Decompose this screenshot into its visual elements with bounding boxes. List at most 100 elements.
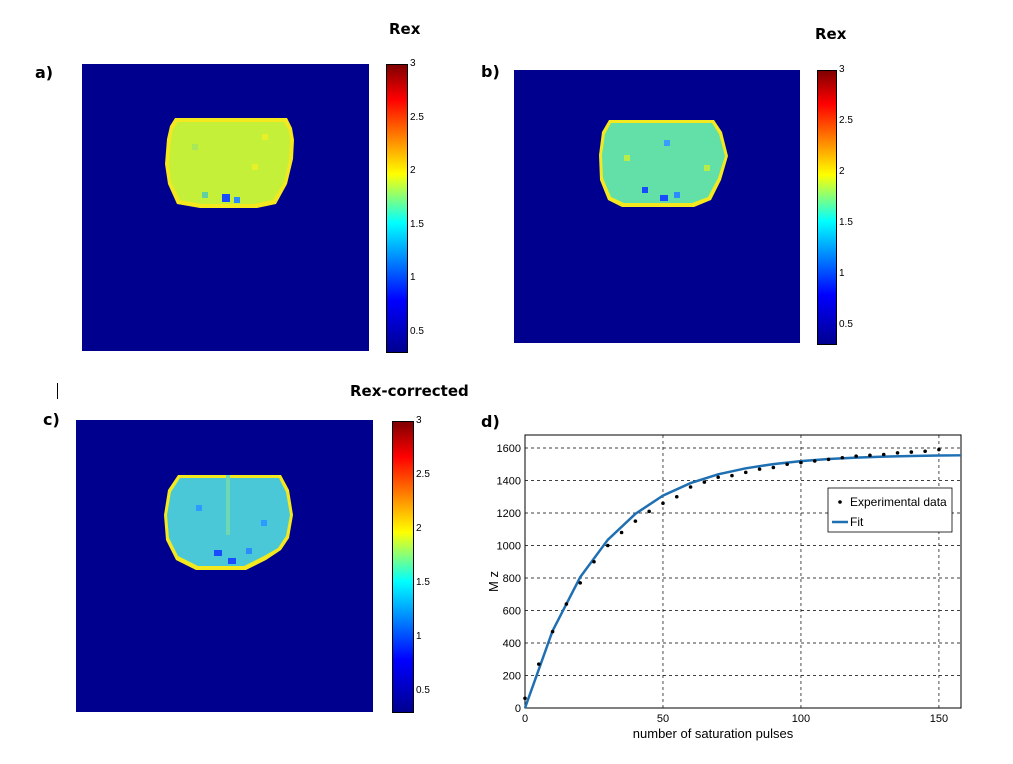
panel-a-title: Rex bbox=[389, 20, 421, 38]
legend-label: Fit bbox=[850, 515, 864, 529]
colorbar-tick-label: 0.5 bbox=[416, 685, 430, 697]
colorbar-tick-label: 1 bbox=[416, 631, 422, 643]
colorbar-tick-label: 3 bbox=[410, 58, 416, 69]
data-point bbox=[826, 457, 831, 462]
brain-map-a bbox=[82, 64, 369, 351]
colorbar-tick-label: 1 bbox=[839, 267, 845, 279]
brain-b-texture bbox=[704, 165, 710, 171]
brain-c-lowspot bbox=[228, 558, 236, 564]
brain-a-texture bbox=[252, 164, 258, 170]
data-point bbox=[716, 475, 720, 480]
colorbar-b-ticks: 0.5 1 1.5 2 2.5 3 bbox=[839, 64, 879, 345]
colorbar-tick-label: 1 bbox=[410, 272, 416, 284]
panel-c-title: Rex-corrected bbox=[350, 382, 469, 400]
x-tick-label: 150 bbox=[930, 713, 948, 725]
data-point bbox=[605, 543, 610, 548]
data-point bbox=[757, 467, 762, 471]
data-point bbox=[730, 473, 734, 478]
data-point bbox=[536, 662, 541, 666]
data-point bbox=[923, 449, 927, 454]
colorbar-tick-label: 2 bbox=[410, 165, 416, 177]
colorbar-c bbox=[392, 421, 414, 713]
y-tick-label: 0 bbox=[515, 703, 521, 715]
brain-b-lowspot bbox=[674, 192, 680, 198]
data-point bbox=[523, 696, 527, 701]
colorbar-tick-label: 0.5 bbox=[839, 318, 853, 330]
data-point bbox=[785, 462, 789, 467]
brain-b-lowspot bbox=[642, 187, 648, 193]
y-tick-label: 1400 bbox=[497, 476, 521, 488]
data-point bbox=[688, 485, 693, 489]
data-point bbox=[881, 452, 886, 457]
data-point bbox=[550, 629, 555, 634]
data-point bbox=[840, 455, 845, 460]
data-point bbox=[743, 470, 748, 475]
x-tick-label: 50 bbox=[657, 713, 669, 725]
y-tick-label: 1200 bbox=[497, 508, 521, 520]
data-point bbox=[937, 447, 941, 452]
colorbar-tick-label: 1.5 bbox=[410, 218, 424, 230]
data-point bbox=[854, 454, 858, 458]
data-point bbox=[812, 459, 817, 463]
brain-c-lowspot bbox=[246, 548, 252, 554]
colorbar-tick-label: 0.5 bbox=[410, 325, 424, 337]
brain-b-fill bbox=[602, 123, 725, 203]
x-tick-label: 0 bbox=[522, 713, 528, 725]
colorbar-b bbox=[817, 70, 837, 345]
x-axis-label: number of saturation pulses bbox=[633, 726, 794, 741]
data-point bbox=[771, 465, 776, 470]
panel-b-title: Rex bbox=[815, 25, 847, 43]
colorbar-tick-label: 2.5 bbox=[410, 111, 424, 123]
brain-c-lowspot bbox=[214, 550, 222, 556]
data-point bbox=[619, 530, 624, 535]
data-point bbox=[702, 480, 707, 484]
brain-a-lowspot bbox=[222, 194, 230, 202]
colorbar-tick-label: 1.5 bbox=[416, 577, 430, 589]
brain-a-texture bbox=[192, 144, 198, 150]
data-point bbox=[674, 494, 679, 499]
panel-b-label: b) bbox=[481, 62, 500, 81]
brain-b-texture bbox=[624, 155, 630, 161]
brain-map-b bbox=[514, 70, 800, 343]
data-point bbox=[647, 509, 651, 514]
y-tick-label: 400 bbox=[503, 638, 521, 650]
brain-c-texture bbox=[261, 520, 267, 526]
data-point bbox=[633, 519, 638, 523]
panel-c-label: c) bbox=[43, 410, 60, 429]
y-tick-label: 1600 bbox=[497, 443, 521, 455]
data-point bbox=[564, 602, 569, 606]
panel-d-label: d) bbox=[481, 412, 500, 431]
x-tick-label: 100 bbox=[792, 713, 810, 725]
brain-c-texture bbox=[196, 505, 202, 511]
colorbar-tick-label: 2.5 bbox=[839, 114, 853, 126]
colorbar-tick-label: 2 bbox=[839, 165, 845, 177]
colorbar-tick-label: 3 bbox=[839, 64, 845, 75]
legend-box bbox=[827, 487, 953, 533]
y-tick-label: 800 bbox=[503, 573, 521, 585]
brain-a-lowspot bbox=[234, 197, 240, 203]
brain-c-texture bbox=[226, 475, 230, 535]
data-point bbox=[578, 581, 582, 585]
y-tick-label: 1000 bbox=[497, 541, 521, 553]
colorbar-tick-label: 1.5 bbox=[839, 216, 853, 228]
text-cursor-mark bbox=[57, 383, 58, 399]
brain-a-texture bbox=[262, 134, 268, 140]
colorbar-c-ticks: 0.5 1 1.5 2 2.5 3 bbox=[416, 415, 456, 713]
fit-line bbox=[523, 454, 962, 709]
colorbar-tick-label: 2.5 bbox=[416, 469, 430, 481]
brain-a-fill bbox=[169, 122, 290, 204]
colorbar-a bbox=[386, 64, 408, 353]
data-point bbox=[895, 451, 900, 455]
data-point bbox=[661, 501, 665, 506]
legend-label: Experimental data bbox=[850, 495, 947, 509]
colorbar-tick-label: 3 bbox=[416, 415, 422, 426]
data-point bbox=[909, 450, 914, 454]
brain-a-texture bbox=[202, 192, 208, 198]
data-point bbox=[868, 453, 872, 458]
panel-a-label: a) bbox=[35, 63, 54, 82]
plot-frame bbox=[524, 434, 962, 709]
brain-map-c bbox=[76, 420, 373, 712]
y-axis-label: M z bbox=[486, 571, 501, 592]
y-tick-label: 200 bbox=[503, 671, 521, 683]
data-point bbox=[799, 460, 803, 465]
